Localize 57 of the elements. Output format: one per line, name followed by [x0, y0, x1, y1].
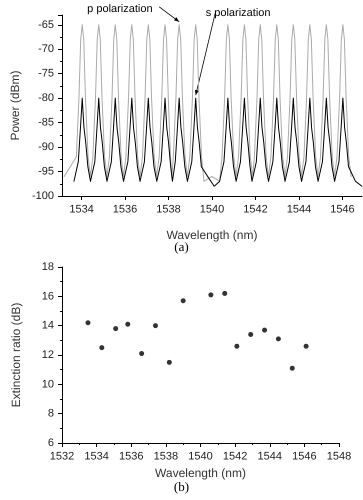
point [85, 320, 90, 326]
point [180, 298, 186, 304]
x-tick-label: 1546 [292, 450, 317, 462]
x-tick-label: 1544 [286, 204, 312, 216]
x-axis-title: Wavelength (nm) [166, 228, 258, 242]
point [208, 292, 214, 298]
y-axis-title: Extinction ratio (dB) [9, 302, 23, 408]
y-tick-label: -75 [38, 68, 54, 80]
x-tick-label: 1542 [243, 204, 268, 216]
x-tick-label: 1544 [258, 450, 282, 462]
y-tick-label: -65 [38, 18, 54, 31]
line-series [73, 98, 362, 187]
point [262, 328, 268, 333]
x-tick-label: 1538 [154, 450, 178, 462]
x-tick-label: 1534 [69, 204, 94, 216]
point [152, 323, 158, 328]
x-axis-title: Wavelength (nm) [155, 466, 246, 480]
y-tick-label: 6 [48, 437, 54, 449]
y-tick-label: 14 [42, 320, 54, 332]
point [139, 351, 144, 356]
point [99, 345, 104, 350]
x-tick-label: 1538 [156, 204, 181, 216]
point [304, 344, 309, 349]
y-tick-label: 10 [42, 378, 54, 390]
point [276, 336, 281, 342]
point [113, 326, 118, 332]
y-tick-label: 18 [42, 261, 54, 273]
x-tick-label: 1546 [330, 204, 355, 216]
line-series [64, 24, 352, 182]
y-tick-label: -85 [38, 116, 54, 129]
y-axis-title: Power (dBm) [8, 70, 22, 141]
point [125, 322, 130, 327]
x-tick-label: 1534 [84, 450, 109, 462]
point [248, 332, 254, 337]
y-tick-label: 12 [42, 349, 54, 361]
annotation: s polarization [206, 7, 271, 20]
annotation: p polarization [87, 2, 153, 15]
y-tick-label: -70 [38, 43, 54, 56]
text: (a) [174, 239, 189, 254]
y-tick-label: -80 [38, 92, 54, 104]
x-tick-label: 1542 [222, 450, 248, 462]
point [166, 360, 172, 365]
y-tick-label: 16 [42, 290, 54, 302]
x-tick-label: 1536 [119, 450, 144, 462]
x-tick-label: 1532 [50, 450, 74, 462]
text: (b) [174, 479, 190, 494]
y-tick-label: 8 [48, 408, 54, 420]
point [234, 344, 240, 349]
point [290, 366, 295, 371]
y-tick-label: -95 [38, 166, 54, 178]
y-tick-label: -100 [32, 190, 54, 202]
x-tick-label: 1548 [326, 450, 352, 462]
y-tick-label: -90 [38, 141, 54, 154]
point [222, 290, 228, 296]
x-tick-label: 1540 [200, 204, 224, 216]
x-tick-label: 1540 [188, 450, 213, 462]
x-tick-label: 1536 [112, 204, 138, 216]
